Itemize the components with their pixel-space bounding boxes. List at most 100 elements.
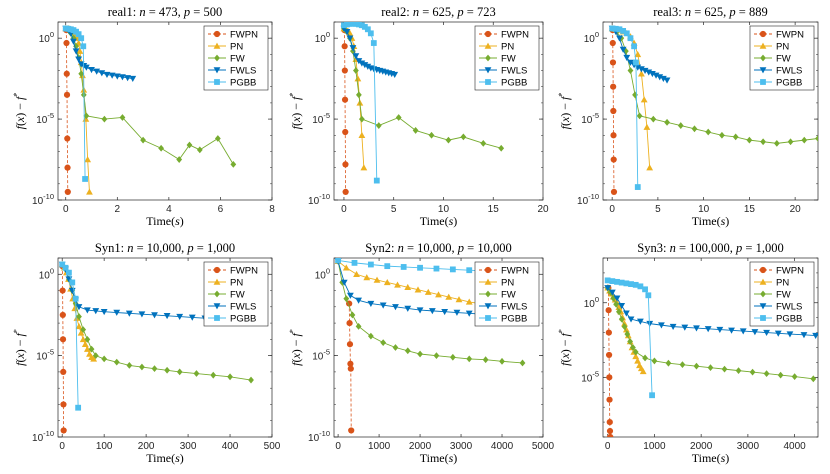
data-point xyxy=(620,28,627,34)
legend-marker xyxy=(213,67,221,74)
data-point xyxy=(605,307,612,314)
x-tick-label: 2000 xyxy=(409,441,432,452)
data-point xyxy=(751,329,759,336)
data-point xyxy=(93,68,101,75)
data-point xyxy=(380,339,387,347)
legend-marker xyxy=(760,79,766,85)
data-point xyxy=(341,22,347,29)
legend-label: FWPN xyxy=(776,30,804,41)
y-tick-label: 100 xyxy=(315,30,330,45)
data-point xyxy=(499,357,505,365)
data-point xyxy=(66,269,72,276)
data-point xyxy=(355,91,362,99)
legend-label: FWLS xyxy=(501,66,527,77)
data-point xyxy=(138,311,146,318)
data-point xyxy=(728,327,735,334)
data-point xyxy=(70,38,77,45)
data-point xyxy=(348,427,355,434)
series-pgbb xyxy=(62,25,88,182)
data-point xyxy=(681,324,689,331)
x-tick-label: 0 xyxy=(59,441,65,452)
y-tick-label: 10-5 xyxy=(312,348,330,363)
data-point xyxy=(605,329,612,336)
data-point xyxy=(606,427,614,435)
legend-marker xyxy=(484,278,492,285)
data-point xyxy=(351,259,358,266)
data-point xyxy=(98,70,106,77)
data-point xyxy=(64,164,71,171)
data-point xyxy=(616,308,622,316)
data-point xyxy=(707,364,714,372)
y-tick-label: 10-10 xyxy=(308,429,330,444)
data-point xyxy=(632,348,639,356)
data-point xyxy=(347,360,354,367)
data-point xyxy=(498,144,505,152)
x-tick-label: 4000 xyxy=(491,441,514,452)
data-point xyxy=(449,266,456,273)
data-point xyxy=(640,96,648,103)
series-line xyxy=(612,30,615,192)
data-point xyxy=(76,313,82,320)
data-point xyxy=(125,310,133,317)
subplot-6: 0 1000 2000 3000 4000 100 10-5 Syn3: n = 100,00… xyxy=(557,241,819,465)
data-point xyxy=(627,35,634,42)
x-tick-label: 100 xyxy=(96,441,113,452)
data-point xyxy=(773,139,780,147)
data-point xyxy=(609,39,616,47)
data-point xyxy=(86,188,93,195)
data-point xyxy=(649,392,655,399)
data-point xyxy=(634,357,641,364)
legend-marker xyxy=(760,290,766,298)
legend-label: PGBB xyxy=(501,78,527,89)
data-point xyxy=(777,371,784,379)
data-point xyxy=(176,313,184,320)
x-tick-label: 5000 xyxy=(532,441,555,452)
data-point xyxy=(749,368,756,376)
legend-marker xyxy=(485,315,491,321)
data-point xyxy=(88,345,95,353)
data-point xyxy=(618,303,626,310)
data-point xyxy=(60,368,67,376)
data-point xyxy=(69,279,76,286)
data-point xyxy=(77,329,85,336)
data-point xyxy=(176,156,183,163)
data-point xyxy=(340,279,348,286)
x-axis-label: Time(s) xyxy=(146,214,184,228)
data-point xyxy=(103,71,111,78)
subplot-title: Syn2: n = 10,000, p = 10,000 xyxy=(365,241,511,255)
data-point xyxy=(428,131,435,139)
data-point xyxy=(482,356,489,364)
data-point xyxy=(347,365,354,372)
x-tick-label: 20 xyxy=(790,204,802,215)
data-point xyxy=(346,341,354,348)
data-point xyxy=(630,344,636,351)
data-point xyxy=(466,355,473,363)
x-axis-label: Time(s) xyxy=(420,451,458,465)
data-point xyxy=(354,75,362,82)
legend-label: FWPN xyxy=(230,30,258,41)
y-tick-label: 10-10 xyxy=(32,429,54,444)
data-point xyxy=(453,309,461,316)
data-point xyxy=(342,161,349,168)
data-point xyxy=(664,118,670,126)
data-point xyxy=(373,276,381,283)
data-point xyxy=(84,335,91,343)
legend-marker xyxy=(213,42,221,49)
data-point xyxy=(83,307,91,314)
data-point xyxy=(623,54,631,61)
data-point xyxy=(119,74,126,81)
data-point xyxy=(342,188,349,196)
x-axis-label: Time(s) xyxy=(692,214,730,228)
data-point xyxy=(63,39,70,47)
data-point xyxy=(358,22,365,29)
legend-label: FWPN xyxy=(501,266,529,277)
data-point xyxy=(610,83,617,90)
data-point xyxy=(618,315,625,323)
data-point xyxy=(349,45,357,52)
legend-label: PN xyxy=(501,278,514,289)
data-point xyxy=(605,351,613,359)
data-point xyxy=(176,368,183,376)
y-tick-label: 10-5 xyxy=(581,111,599,126)
data-point xyxy=(763,329,770,336)
legend-label: PN xyxy=(230,42,243,53)
